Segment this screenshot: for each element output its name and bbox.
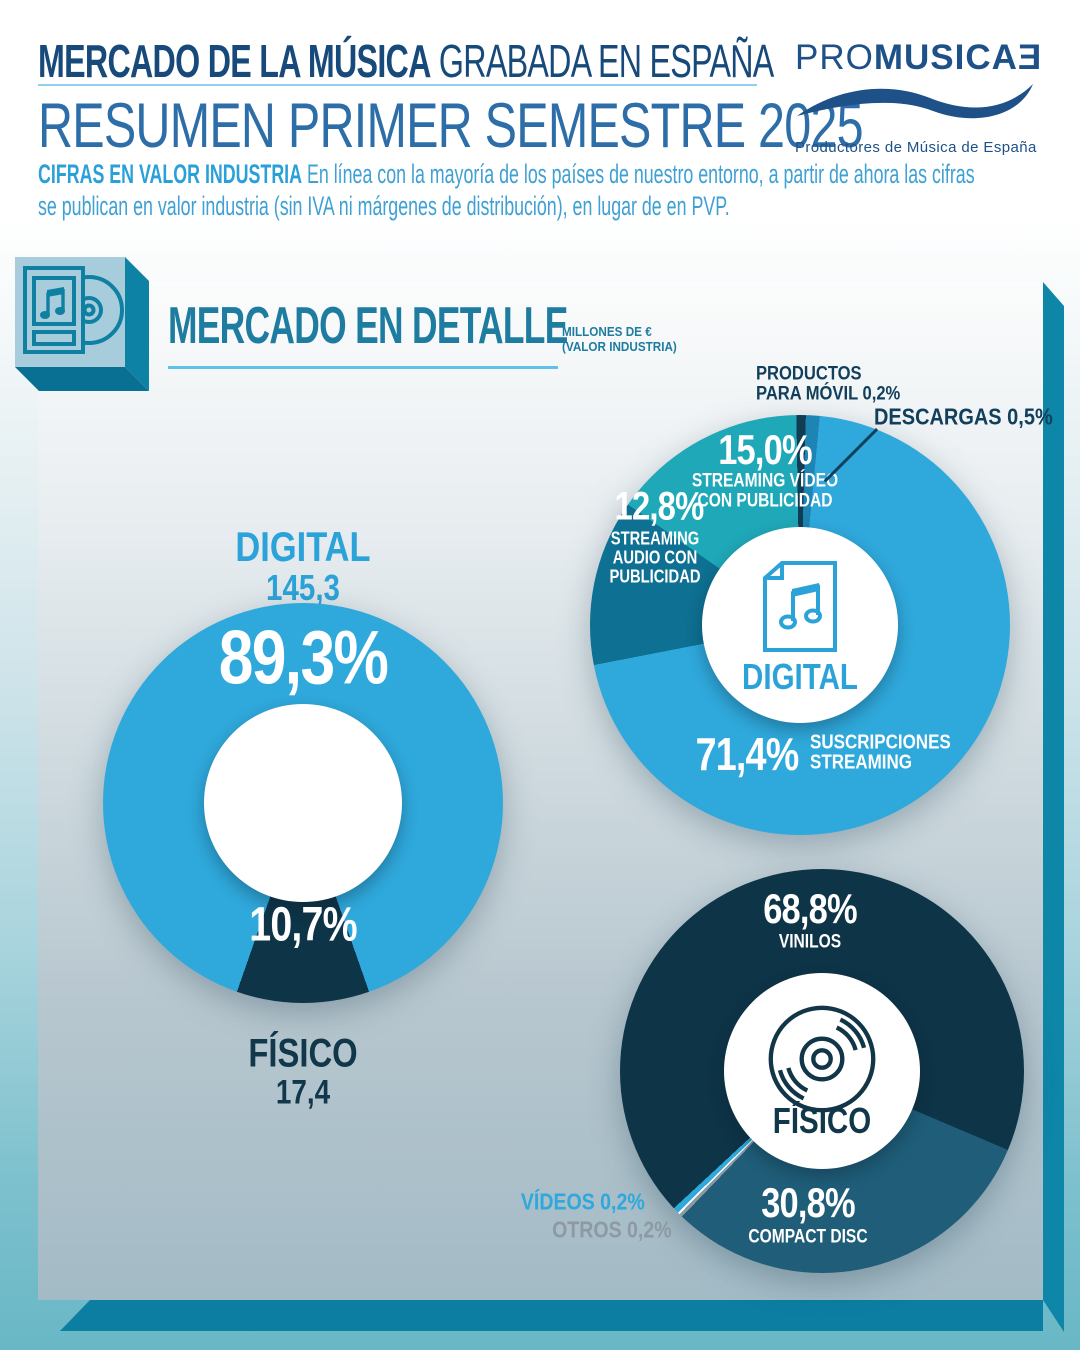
videos-label: VÍDEOS 0,2%	[521, 1188, 645, 1215]
panel-edge-bottom	[60, 1300, 1043, 1331]
digital-center-label: DIGITAL	[742, 656, 858, 697]
vinilos-pct: 68,8%	[763, 885, 857, 932]
cube-face	[15, 257, 125, 367]
title-divider	[38, 84, 757, 86]
movil-label-line2: PARA MÓVIL 0,2%	[756, 382, 901, 405]
document-music-icon	[763, 561, 837, 652]
fisico-total-value: 17,4	[275, 1073, 331, 1112]
cube-edge-right	[125, 257, 149, 391]
vinilos-name: VINILOS	[778, 931, 842, 953]
video-pct: 15,0%	[718, 426, 812, 473]
digital-total-value: 145,3	[266, 567, 340, 608]
suscripciones-name-line2: STREAMING	[810, 751, 912, 774]
note-body-line2: se publican en valor industria (sin IVA …	[38, 191, 730, 221]
audio-name-line3: PUBLICIDAD	[609, 566, 701, 587]
digital-donut-hole	[702, 527, 898, 723]
suscripciones-name-line1: SUSCRIPCIONES	[810, 731, 951, 754]
fisico-total-label: FÍSICO	[248, 1031, 358, 1076]
total-market-donut	[103, 603, 503, 1003]
note-body-line1: En línea con la mayoría de los países de…	[302, 159, 975, 189]
logo-musica: MUSICA	[873, 38, 1018, 77]
audio-name-line1: STREAMING	[610, 528, 700, 549]
panel-edge-right	[1043, 282, 1064, 1332]
audio-pct: 12,8%	[614, 484, 705, 529]
fisico-share-pct: 10,7%	[249, 898, 357, 952]
descargas-label: DESCARGAS 0,5%	[874, 403, 1053, 430]
digital-total-label: DIGITAL	[235, 523, 371, 570]
album-disc-icon	[23, 266, 124, 354]
otros-label: OTROS 0,2%	[552, 1216, 672, 1243]
page-title: MERCADO DE LA MÚSICA GRABADA EN ESPAÑA	[38, 34, 774, 88]
page-title-light: GRABADA EN ESPAÑA	[430, 35, 774, 87]
suscripciones-pct: 71,4%	[695, 728, 800, 780]
section-title: MERCADO EN DETALLE	[168, 297, 568, 355]
logo-reversed-e: Ǝ	[1017, 38, 1043, 77]
fisico-breakdown-donut: FÍSICO 68,8% VINILOS 30,8% COMPACT DISC	[620, 869, 1024, 1273]
section-underline	[168, 366, 558, 369]
promusicae-wave-icon	[797, 84, 1033, 119]
logo-pro: PRO	[795, 38, 874, 77]
audio-name-line2: AUDIO CON	[612, 547, 698, 568]
page-subtitle: RESUMEN PRIMER SEMESTRE 2025	[38, 91, 864, 161]
industry-value-note: CIFRAS EN VALOR INDUSTRIA En línea con l…	[38, 158, 1048, 222]
video-name-line2: CON PUBLICIDAD	[697, 490, 833, 512]
video-name-line1: STREAMING VÍDEO	[691, 470, 839, 492]
note-lead: CIFRAS EN VALOR INDUSTRIA	[38, 159, 303, 189]
digital-breakdown-donut: DIGITAL 15,0% STREAMING VÍDEO CON PUBLIC…	[590, 415, 1010, 835]
page-title-bold: MERCADO DE LA MÚSICA	[38, 35, 431, 87]
digital-share-pct: 89,3%	[218, 615, 389, 701]
movil-label-line1: PRODUCTOS	[756, 362, 862, 385]
section-units: MILLONES DE € (VALOR INDUSTRIA)	[562, 324, 677, 354]
section-unit-line2: (VALOR INDUSTRIA)	[562, 339, 677, 354]
logo-tagline: Productores de Música de España	[795, 139, 1037, 156]
cd-name: COMPACT DISC	[748, 1226, 868, 1248]
cube-edge-bottom	[15, 367, 149, 391]
fisico-center-label: FÍSICO	[772, 1100, 872, 1141]
section-unit-line1: MILLONES DE €	[562, 324, 652, 339]
cd-pct: 30,8%	[761, 1179, 855, 1226]
vinyl-record-icon	[768, 1005, 876, 1113]
album-cube-icon	[15, 257, 149, 391]
promusicae-logo: PROMUSICAƎ Productores de Música de Espa…	[795, 38, 1053, 156]
promusicae-wordmark: PROMUSICAƎ	[795, 38, 1053, 78]
total-donut-hole	[204, 704, 402, 902]
